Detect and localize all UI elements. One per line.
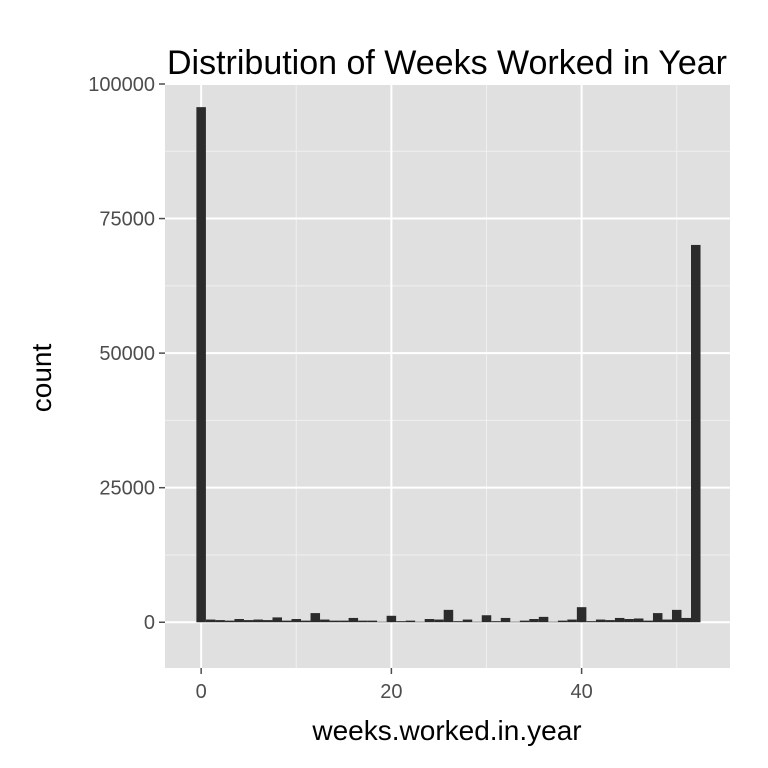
histogram-bar xyxy=(329,620,340,623)
histogram-bar xyxy=(481,615,492,623)
histogram-bar xyxy=(691,244,701,623)
x-tick-label: 20 xyxy=(380,681,402,703)
histogram-bar xyxy=(443,609,454,623)
histogram-bar xyxy=(662,619,672,623)
histogram-bar xyxy=(224,620,235,623)
histogram-bar xyxy=(377,621,387,623)
histogram-bar xyxy=(310,613,321,623)
histogram-bar xyxy=(272,617,282,623)
histogram-bar xyxy=(529,619,539,623)
histogram-bar xyxy=(462,619,473,623)
histogram-bar xyxy=(633,618,644,623)
y-tick-label: 25000 xyxy=(99,478,155,500)
histogram-bar xyxy=(215,620,225,623)
histogram-bar xyxy=(643,620,653,623)
histogram-bar xyxy=(538,616,549,623)
histogram-bar xyxy=(262,620,273,623)
histogram-bar xyxy=(586,621,596,623)
x-axis-title: weeks.worked.in.year xyxy=(311,715,581,746)
x-tick-label: 40 xyxy=(570,681,592,703)
histogram-bar xyxy=(415,621,425,623)
histogram-bar xyxy=(567,619,577,623)
histogram-bar xyxy=(434,619,444,623)
histogram-bar xyxy=(386,615,397,623)
histogram-bar xyxy=(320,619,330,623)
histogram-bar xyxy=(396,621,406,623)
axes: 0 25000 50000 75000 100000 0 20 40 xyxy=(88,74,592,703)
histogram-bar xyxy=(234,619,244,623)
histogram-bar xyxy=(510,621,520,623)
histogram-bar xyxy=(557,620,568,623)
histogram-bar xyxy=(291,619,302,623)
y-tick-label: 0 xyxy=(144,612,155,634)
histogram-bar xyxy=(576,607,587,623)
histogram-bar xyxy=(367,620,378,623)
y-axis-title: count xyxy=(26,344,57,413)
histogram-bar xyxy=(453,621,463,623)
histogram-bar xyxy=(671,609,682,623)
histogram-bar xyxy=(339,620,349,623)
histogram-bar xyxy=(405,620,416,623)
histogram-bar xyxy=(624,619,634,623)
chart-title: Distribution of Weeks Worked in Year xyxy=(167,44,727,82)
histogram-bar xyxy=(681,617,692,623)
y-tick-label: 50000 xyxy=(99,343,155,365)
plot-panel xyxy=(165,84,730,668)
histogram-bar xyxy=(472,621,482,623)
histogram-bar xyxy=(500,617,511,623)
histogram-bar xyxy=(519,620,530,623)
histogram-bar xyxy=(614,617,625,623)
y-tick-label: 100000 xyxy=(88,74,155,96)
histogram-bar xyxy=(424,619,435,623)
histogram-bar xyxy=(595,619,606,623)
histogram-bar xyxy=(548,621,558,623)
histogram-bar xyxy=(605,620,615,623)
histogram-bar xyxy=(358,620,368,623)
histogram-bar xyxy=(491,621,501,623)
histogram-bar xyxy=(301,620,311,623)
histogram-bar xyxy=(205,619,216,623)
histogram-bar xyxy=(281,620,292,623)
histogram-bar xyxy=(652,613,663,623)
histogram-bar xyxy=(348,617,359,623)
x-tick-label: 0 xyxy=(196,681,207,703)
histogram-bar xyxy=(196,107,206,623)
histogram-bar xyxy=(243,620,254,623)
histogram-bar xyxy=(253,619,263,623)
y-tick-label: 75000 xyxy=(99,209,155,231)
histogram-bars xyxy=(196,107,701,623)
